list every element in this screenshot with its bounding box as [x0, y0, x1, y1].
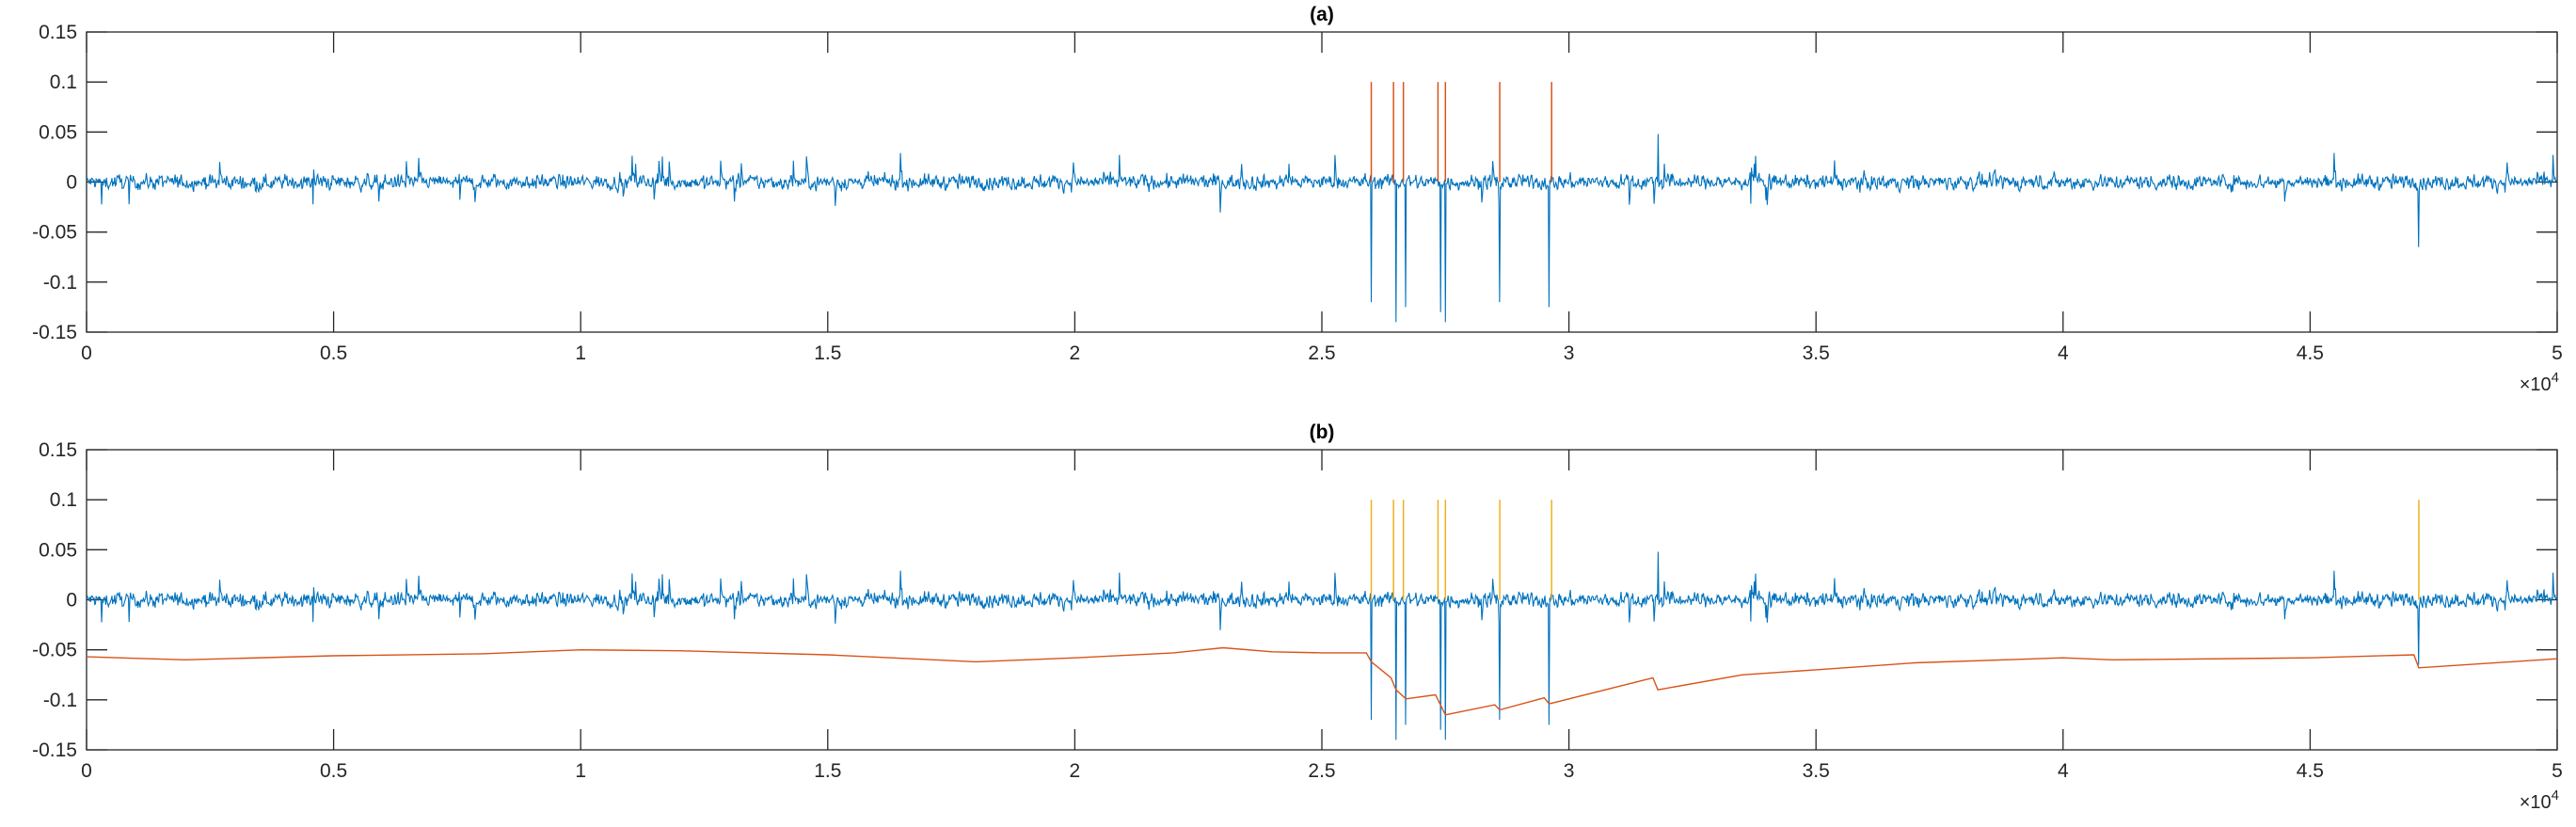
- x-tick-label: 1: [575, 342, 586, 364]
- x-tick-label: 2: [1070, 342, 1081, 364]
- y-tick-label: 0.15: [39, 22, 77, 43]
- x-exponent-label: ×104: [2520, 787, 2559, 813]
- panel-a: (a) 0 0.5 1 1.5 2 2.5 3 3.5 4 4.5 5 -0.15 -0.1 -0.05 0 0…: [32, 4, 2563, 395]
- x-tick-label: 4: [2058, 342, 2069, 364]
- y-tick-label: 0.05: [39, 539, 77, 561]
- x-tick-label: 1: [575, 760, 586, 782]
- x-tick-label: 0: [81, 342, 92, 364]
- y-tick-label: -0.05: [32, 222, 77, 244]
- y-tick-label: 0.1: [50, 489, 77, 511]
- signal-series: [87, 551, 2557, 740]
- x-tick-label: 4.5: [2297, 760, 2324, 782]
- y-tick-label: -0.15: [32, 740, 77, 761]
- x-tick-label: 4.5: [2297, 342, 2324, 364]
- y-tick-label: 0.15: [39, 439, 77, 461]
- x-tick-label: 5: [2552, 342, 2563, 364]
- x-tick-label: 3: [1564, 342, 1575, 364]
- x-tick-label: 3: [1564, 760, 1575, 782]
- signal-series: [87, 134, 2557, 323]
- y-tick-label: 0.05: [39, 121, 77, 143]
- y-tick-label: 0: [66, 172, 77, 194]
- x-tick-label: 1.5: [814, 342, 841, 364]
- x-tick-label: 2.5: [1308, 342, 1335, 364]
- y-tick-label: -0.15: [32, 322, 77, 343]
- x-tick-label: 0: [81, 760, 92, 782]
- x-tick-label: 4: [2058, 760, 2069, 782]
- plot-area: [87, 500, 2557, 740]
- x-tick-label: 2.5: [1308, 760, 1335, 782]
- y-tick-label: 0.1: [50, 72, 77, 93]
- plot-area: [87, 82, 2557, 323]
- x-tick-label: 3.5: [1803, 760, 1830, 782]
- y-tick-label: -0.1: [43, 272, 77, 294]
- chart-title: (b): [1310, 421, 1335, 443]
- threshold-series: [87, 646, 2557, 716]
- panel-b: (b) 0 0.5 1 1.5 2 2.5 3 3.5 4 4.5 5 -0.15 -0.1 -0.05 0 0…: [32, 421, 2563, 813]
- x-tick-label: 5: [2552, 760, 2563, 782]
- x-tick-label: 2: [1070, 760, 1081, 782]
- x-tick-label: 0.5: [320, 760, 347, 782]
- y-tick-label: -0.05: [32, 640, 77, 661]
- y-tick-label: 0: [66, 590, 77, 612]
- y-tick-label: -0.1: [43, 690, 77, 711]
- x-exponent-label: ×104: [2520, 370, 2559, 395]
- x-tick-label: 0.5: [320, 342, 347, 364]
- x-tick-label: 1.5: [814, 760, 841, 782]
- chart-title: (a): [1310, 4, 1334, 25]
- x-tick-label: 3.5: [1803, 342, 1830, 364]
